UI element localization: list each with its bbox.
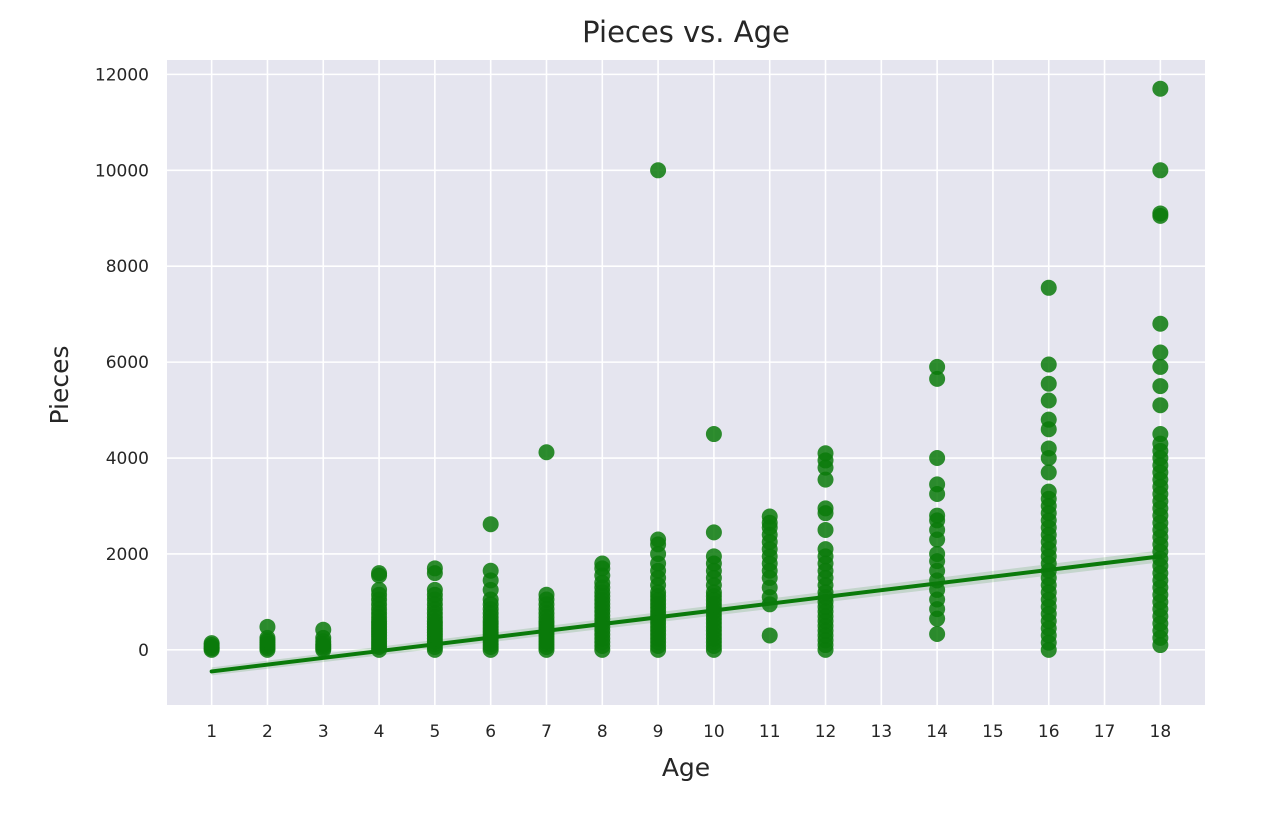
data-point	[1152, 162, 1169, 179]
y-axis-label: Pieces	[45, 345, 74, 424]
data-point	[1040, 440, 1057, 457]
data-point	[538, 444, 555, 461]
data-point	[315, 621, 332, 638]
y-tick-label: 0	[138, 641, 149, 661]
regression-line-group	[209, 554, 1163, 674]
data-point	[371, 565, 388, 582]
x-tick-label: 11	[759, 722, 781, 742]
regression-line	[209, 554, 1163, 674]
data-point	[817, 500, 834, 517]
y-tick-label: 4000	[106, 449, 149, 469]
data-point	[650, 162, 667, 179]
y-tick-label: 12000	[95, 65, 149, 85]
data-point	[705, 426, 722, 443]
y-tick-label: 10000	[95, 161, 149, 181]
data-point	[1152, 378, 1169, 395]
x-tick-label: 12	[815, 722, 837, 742]
data-point	[1152, 397, 1169, 414]
plot-area	[167, 60, 1205, 705]
data-point	[929, 450, 946, 467]
data-point	[1040, 279, 1057, 296]
data-point	[705, 548, 722, 565]
x-tick-label: 3	[318, 722, 329, 742]
data-point	[817, 471, 834, 488]
data-point	[1040, 356, 1057, 373]
data-point	[929, 358, 946, 375]
data-point	[929, 507, 946, 524]
x-tick-label: 8	[597, 722, 608, 742]
data-point	[1152, 80, 1169, 97]
x-tick-label: 5	[429, 722, 440, 742]
data-point	[705, 524, 722, 541]
x-tick-label: 16	[1038, 722, 1060, 742]
x-tick-label: 18	[1150, 722, 1172, 742]
x-axis-label: Age	[662, 753, 710, 782]
data-point	[426, 581, 443, 598]
data-point	[929, 545, 946, 562]
x-tick-label: 10	[703, 722, 725, 742]
data-point	[1152, 315, 1169, 332]
data-point	[1040, 483, 1057, 500]
y-tick-label: 2000	[106, 545, 149, 565]
data-point	[482, 516, 499, 533]
x-tick-label: 14	[926, 722, 948, 742]
data-point	[371, 581, 388, 598]
data-point	[1152, 344, 1169, 361]
y-tick-label: 8000	[106, 257, 149, 277]
data-point	[203, 635, 220, 652]
data-points	[203, 80, 1169, 658]
x-tick-label: 1	[206, 722, 217, 742]
data-point	[594, 555, 611, 572]
data-point	[817, 521, 834, 538]
data-point	[929, 476, 946, 493]
data-point	[1040, 375, 1057, 392]
x-tick-label: 15	[982, 722, 1004, 742]
data-point	[1152, 426, 1169, 443]
x-tick-label: 2	[262, 722, 273, 742]
data-point	[1152, 358, 1169, 375]
data-point	[761, 627, 778, 644]
y-tick-labels: 0 2000 4000 6000 8000 10000 12000	[95, 65, 149, 660]
data-point	[929, 370, 946, 387]
data-point	[817, 445, 834, 462]
x-tick-label: 17	[1094, 722, 1116, 742]
x-tick-label: 7	[541, 722, 552, 742]
data-point	[1040, 411, 1057, 428]
data-point	[426, 560, 443, 577]
data-point	[259, 618, 276, 635]
x-tick-labels: 1 2 3 4 5 6 7 8 9 10 11 12 13 14 15 16 17 18	[206, 722, 1171, 742]
data-point	[538, 586, 555, 603]
data-point	[650, 531, 667, 548]
y-tick-label: 6000	[106, 353, 149, 373]
x-tick-label: 6	[485, 722, 496, 742]
x-tick-label: 4	[374, 722, 385, 742]
data-point	[259, 629, 276, 646]
data-point	[817, 541, 834, 558]
data-point	[482, 562, 499, 579]
data-point	[929, 626, 946, 643]
data-point	[1040, 464, 1057, 481]
chart-title: Pieces vs. Age	[582, 15, 790, 49]
x-tick-label: 9	[653, 722, 664, 742]
data-point	[1040, 392, 1057, 409]
data-point	[761, 508, 778, 525]
data-point	[1152, 205, 1169, 222]
x-tick-label: 13	[871, 722, 893, 742]
